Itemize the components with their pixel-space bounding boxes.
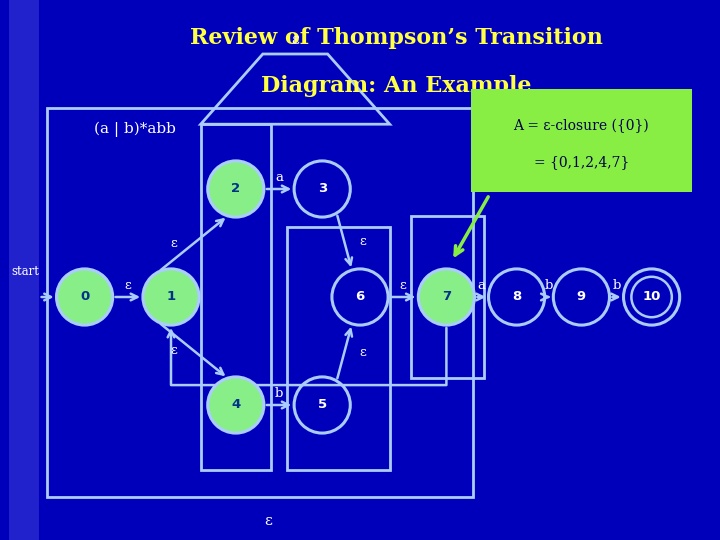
Text: ε: ε — [292, 33, 299, 48]
Text: 8: 8 — [512, 291, 521, 303]
Circle shape — [208, 377, 264, 433]
Text: 6: 6 — [356, 291, 364, 303]
Text: 4: 4 — [231, 399, 240, 411]
Text: Diagram: An Example: Diagram: An Example — [261, 76, 531, 97]
Text: A = ε-closure ({0}): A = ε-closure ({0}) — [513, 119, 649, 133]
Circle shape — [418, 269, 474, 325]
Text: ε: ε — [360, 235, 366, 248]
Text: 7: 7 — [442, 291, 451, 303]
Text: = {0,1,2,4,7}: = {0,1,2,4,7} — [534, 155, 629, 169]
Text: 1: 1 — [166, 291, 176, 303]
Bar — [287, 227, 390, 470]
Text: ε: ε — [171, 238, 178, 251]
Bar — [411, 216, 485, 378]
Text: ε: ε — [400, 279, 407, 292]
Text: ε: ε — [171, 343, 178, 356]
Circle shape — [56, 269, 113, 325]
Text: (a | b)*abb: (a | b)*abb — [94, 122, 176, 137]
Bar — [9, 0, 39, 540]
Text: 9: 9 — [577, 291, 586, 303]
Bar — [47, 108, 474, 497]
Text: 2: 2 — [231, 183, 240, 195]
Text: a: a — [477, 279, 485, 292]
Text: start: start — [12, 265, 39, 278]
Text: ε: ε — [125, 279, 131, 292]
Text: ε: ε — [264, 514, 272, 528]
Bar — [201, 124, 271, 470]
Text: ε: ε — [360, 346, 366, 359]
Text: Review of Thompson’s Transition: Review of Thompson’s Transition — [189, 27, 603, 49]
Circle shape — [143, 269, 199, 325]
FancyBboxPatch shape — [471, 89, 692, 192]
Text: b: b — [275, 387, 283, 400]
Text: 5: 5 — [318, 399, 327, 411]
Text: b: b — [612, 279, 621, 292]
Text: 3: 3 — [318, 183, 327, 195]
Circle shape — [208, 161, 264, 217]
Text: 10: 10 — [642, 291, 661, 303]
Text: 0: 0 — [80, 291, 89, 303]
Text: b: b — [545, 279, 553, 292]
Text: a: a — [275, 171, 283, 184]
